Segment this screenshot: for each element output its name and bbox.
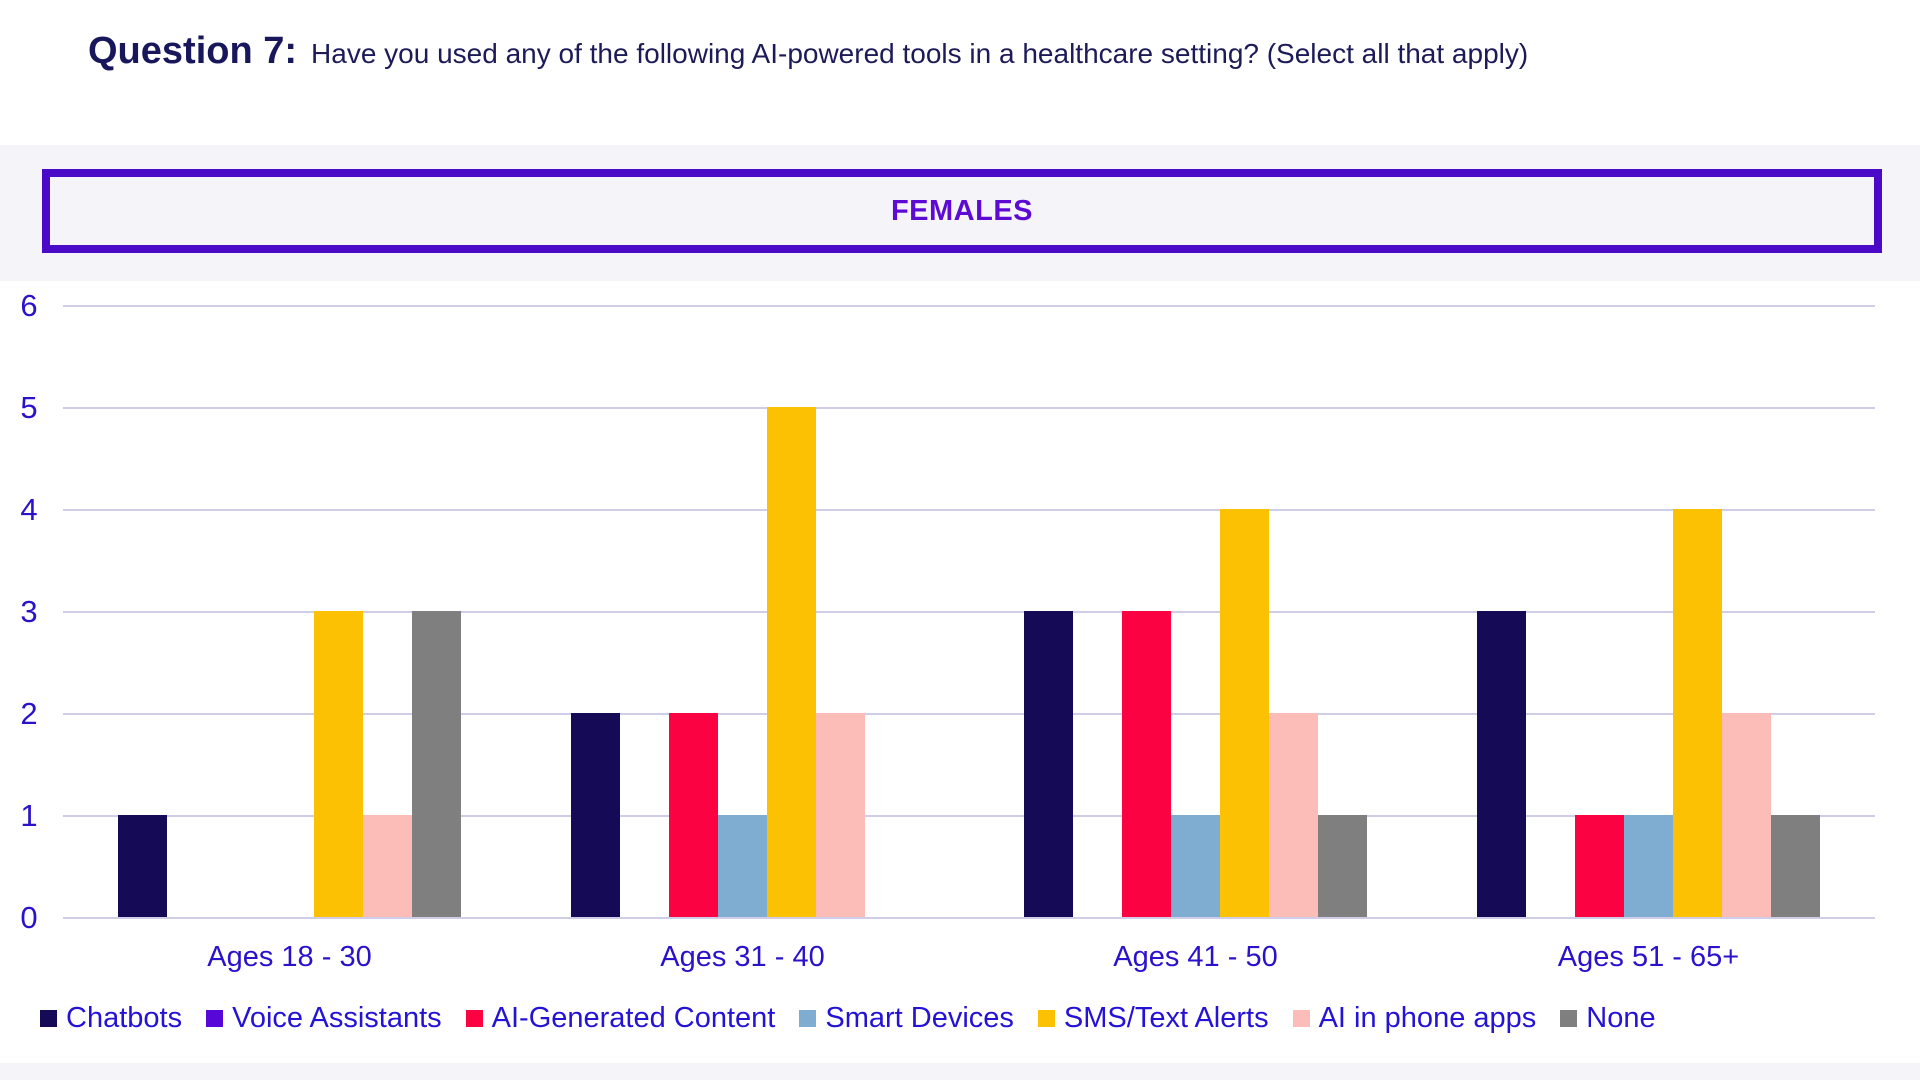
- legend-swatch-icon: [206, 1010, 224, 1027]
- bar-group-ages-51-65-: [1422, 285, 1875, 917]
- y-axis-tick-label: 4: [20, 492, 38, 527]
- bar-chart: 0 1 2 3 4 5 6 Ages 18 - 30 Ages 31 - 40 Ages 41 …: [0, 285, 1920, 1035]
- bar-ai-in-phone-apps: [363, 815, 412, 917]
- gridline: [63, 713, 1875, 715]
- bar-ai-in-phone-apps: [1269, 713, 1318, 917]
- x-axis-category-label: Ages 51 - 65+: [1557, 941, 1740, 973]
- legend-label: Smart Devices: [825, 1002, 1014, 1034]
- legend-label: None: [1586, 1002, 1656, 1034]
- bar-smart-devices: [1171, 815, 1220, 917]
- legend-item-chatbots: Chatbots: [40, 1002, 182, 1035]
- question-text: Have you used any of the following AI-po…: [311, 38, 1529, 69]
- legend-label: AI-Generated Content: [491, 1002, 776, 1034]
- chart-legend: Chatbots Voice Assistants AI-Generated Con…: [40, 1002, 1920, 1035]
- bar-ai-generated-content: [669, 713, 718, 917]
- legend-label: Voice Assistants: [232, 1002, 442, 1034]
- bottom-strip: [0, 1063, 1920, 1080]
- legend-label: SMS/Text Alerts: [1063, 1002, 1269, 1034]
- y-axis-tick-label: 6: [20, 288, 38, 323]
- gridline: [63, 611, 1875, 613]
- bar-sms-text-alerts: [1673, 509, 1722, 917]
- bar-none: [1771, 815, 1820, 917]
- legend-swatch-icon: [1037, 1010, 1055, 1027]
- bar-groups: [63, 285, 1875, 917]
- y-axis-tick-label: 3: [20, 594, 38, 629]
- females-banner: FEMALES: [42, 169, 1882, 253]
- page-title: Question 7: Have you used any of the foll…: [0, 0, 1920, 145]
- bar-ai-in-phone-apps: [1722, 713, 1771, 917]
- legend-item-ai-in-phone-apps: AI in phone apps: [1292, 1002, 1537, 1035]
- x-axis-category-label: Ages 31 - 40: [660, 941, 825, 973]
- legend-swatch-icon: [40, 1010, 57, 1027]
- legend-item-sms-text-alerts: SMS/Text Alerts: [1037, 1002, 1269, 1035]
- y-axis-tick-label: 0: [20, 900, 38, 935]
- gridline: [63, 815, 1875, 817]
- legend-item-none: None: [1560, 1002, 1656, 1035]
- gridline: [63, 509, 1875, 511]
- bar-chatbots: [1477, 611, 1526, 917]
- legend-swatch-icon: [465, 1010, 483, 1027]
- legend-item-smart-devices: Smart Devices: [799, 1002, 1014, 1035]
- bar-sms-text-alerts: [314, 611, 363, 917]
- plot-area: 0 1 2 3 4 5 6: [20, 285, 1875, 935]
- females-banner-label: FEMALES: [890, 194, 1034, 227]
- legend-swatch-icon: [1292, 1010, 1310, 1027]
- bar-none: [412, 611, 461, 917]
- bar-ai-in-phone-apps: [816, 713, 865, 917]
- question-number: Question 7:: [88, 30, 298, 72]
- bar-group-ages-18-30: [63, 285, 516, 917]
- bar-none: [1318, 815, 1367, 917]
- legend-item-voice-assistants: Voice Assistants: [206, 1002, 442, 1035]
- legend-swatch-icon: [799, 1010, 817, 1027]
- y-axis-tick-label: 2: [20, 696, 38, 731]
- y-axis-tick-label: 1: [20, 798, 38, 833]
- bar-chatbots: [1024, 611, 1073, 917]
- legend-swatch-icon: [1560, 1010, 1578, 1027]
- bar-smart-devices: [718, 815, 767, 917]
- bar-group-ages-31-40: [516, 285, 969, 917]
- bar-ai-generated-content: [1122, 611, 1171, 917]
- bar-chatbots: [118, 815, 167, 917]
- y-axis-tick-label: 5: [20, 390, 38, 425]
- gridline: [63, 407, 1875, 409]
- x-axis-category-label: Ages 18 - 30: [207, 941, 372, 973]
- x-axis-labels: Ages 18 - 30 Ages 31 - 40 Ages 41 - 50 Ages…: [63, 919, 1875, 974]
- legend-item-ai-generated-content: AI-Generated Content: [465, 1002, 776, 1035]
- legend-label: Chatbots: [66, 1002, 183, 1034]
- bar-chatbots: [571, 713, 620, 917]
- gridline: [63, 917, 1875, 919]
- bar-group-ages-41-50: [969, 285, 1422, 917]
- bar-sms-text-alerts: [1220, 509, 1269, 917]
- group-banner-band: FEMALES: [0, 145, 1920, 281]
- gridline: [63, 305, 1875, 307]
- legend-label: AI in phone apps: [1318, 1002, 1537, 1034]
- x-axis-category-label: Ages 41 - 50: [1113, 941, 1278, 973]
- bar-ai-generated-content: [1575, 815, 1624, 917]
- bar-sms-text-alerts: [767, 407, 816, 917]
- bar-smart-devices: [1624, 815, 1673, 917]
